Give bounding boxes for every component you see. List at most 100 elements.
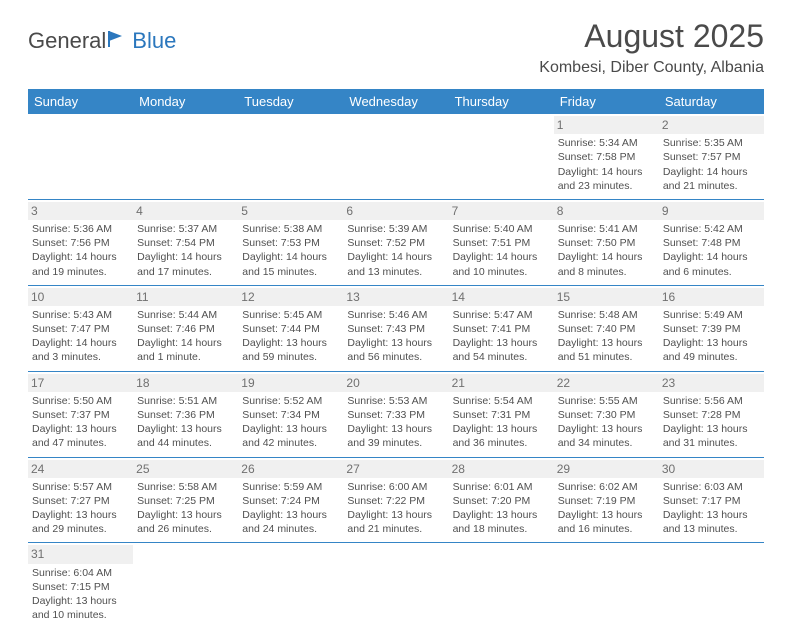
calendar-week-row: 1Sunrise: 5:34 AMSunset: 7:58 PMDaylight… — [28, 114, 764, 199]
cell-line: Daylight: 14 hours — [347, 250, 444, 264]
title-block: August 2025 Kombesi, Diber County, Alban… — [539, 18, 764, 77]
day-header: Friday — [554, 89, 659, 114]
cell-line: Daylight: 13 hours — [347, 336, 444, 350]
day-number: 22 — [554, 374, 659, 392]
day-number: 8 — [554, 202, 659, 220]
cell-line: and 36 minutes. — [453, 436, 550, 450]
month-title: August 2025 — [539, 18, 764, 55]
calendar-cell: 28Sunrise: 6:01 AMSunset: 7:20 PMDayligh… — [449, 457, 554, 543]
cell-line: and 17 minutes. — [137, 265, 234, 279]
cell-line: and 44 minutes. — [137, 436, 234, 450]
calendar-week-row: 3Sunrise: 5:36 AMSunset: 7:56 PMDaylight… — [28, 199, 764, 285]
cell-line: Sunrise: 5:38 AM — [242, 222, 339, 236]
cell-line: Sunset: 7:19 PM — [558, 494, 655, 508]
calendar-cell: 31Sunrise: 6:04 AMSunset: 7:15 PMDayligh… — [28, 543, 133, 628]
cell-line: Daylight: 14 hours — [663, 250, 760, 264]
calendar-cell: 12Sunrise: 5:45 AMSunset: 7:44 PMDayligh… — [238, 285, 343, 371]
cell-line: and 47 minutes. — [32, 436, 129, 450]
day-number: 6 — [343, 202, 448, 220]
day-number: 23 — [659, 374, 764, 392]
day-header: Wednesday — [343, 89, 448, 114]
logo-text-1: General — [28, 28, 106, 54]
cell-line: Daylight: 14 hours — [137, 250, 234, 264]
cell-line: and 13 minutes. — [663, 522, 760, 536]
cell-line: Daylight: 13 hours — [663, 422, 760, 436]
calendar-week-row: 17Sunrise: 5:50 AMSunset: 7:37 PMDayligh… — [28, 371, 764, 457]
calendar-cell — [554, 543, 659, 628]
day-number: 2 — [659, 116, 764, 134]
calendar-cell: 26Sunrise: 5:59 AMSunset: 7:24 PMDayligh… — [238, 457, 343, 543]
cell-line: and 18 minutes. — [453, 522, 550, 536]
calendar-cell — [343, 543, 448, 628]
calendar-week-row: 24Sunrise: 5:57 AMSunset: 7:27 PMDayligh… — [28, 457, 764, 543]
cell-line: Sunset: 7:27 PM — [32, 494, 129, 508]
calendar-cell: 20Sunrise: 5:53 AMSunset: 7:33 PMDayligh… — [343, 371, 448, 457]
cell-line: Sunrise: 6:04 AM — [32, 566, 129, 580]
calendar-cell: 18Sunrise: 5:51 AMSunset: 7:36 PMDayligh… — [133, 371, 238, 457]
calendar-cell: 16Sunrise: 5:49 AMSunset: 7:39 PMDayligh… — [659, 285, 764, 371]
cell-line: Sunrise: 5:51 AM — [137, 394, 234, 408]
location: Kombesi, Diber County, Albania — [539, 59, 764, 77]
cell-line: and 34 minutes. — [558, 436, 655, 450]
day-number: 28 — [449, 460, 554, 478]
cell-line: Sunrise: 5:53 AM — [347, 394, 444, 408]
cell-line: and 6 minutes. — [663, 265, 760, 279]
cell-line: Daylight: 13 hours — [347, 422, 444, 436]
cell-line: Sunrise: 5:35 AM — [663, 136, 760, 150]
cell-line: Sunset: 7:50 PM — [558, 236, 655, 250]
day-number: 24 — [28, 460, 133, 478]
cell-line: Daylight: 14 hours — [242, 250, 339, 264]
cell-line: Daylight: 13 hours — [242, 422, 339, 436]
calendar-cell: 7Sunrise: 5:40 AMSunset: 7:51 PMDaylight… — [449, 199, 554, 285]
calendar-cell: 8Sunrise: 5:41 AMSunset: 7:50 PMDaylight… — [554, 199, 659, 285]
calendar-cell: 30Sunrise: 6:03 AMSunset: 7:17 PMDayligh… — [659, 457, 764, 543]
cell-line: and 26 minutes. — [137, 522, 234, 536]
cell-line: and 51 minutes. — [558, 350, 655, 364]
cell-line: Sunset: 7:47 PM — [32, 322, 129, 336]
cell-line: Sunrise: 5:49 AM — [663, 308, 760, 322]
day-number: 25 — [133, 460, 238, 478]
calendar-cell: 19Sunrise: 5:52 AMSunset: 7:34 PMDayligh… — [238, 371, 343, 457]
calendar-cell: 22Sunrise: 5:55 AMSunset: 7:30 PMDayligh… — [554, 371, 659, 457]
calendar-cell: 13Sunrise: 5:46 AMSunset: 7:43 PMDayligh… — [343, 285, 448, 371]
cell-line: Sunset: 7:31 PM — [453, 408, 550, 422]
cell-line: Sunrise: 5:41 AM — [558, 222, 655, 236]
calendar-cell: 5Sunrise: 5:38 AMSunset: 7:53 PMDaylight… — [238, 199, 343, 285]
cell-line: Sunrise: 5:47 AM — [453, 308, 550, 322]
day-number: 18 — [133, 374, 238, 392]
cell-line: and 10 minutes. — [453, 265, 550, 279]
cell-line: Daylight: 13 hours — [242, 508, 339, 522]
cell-line: and 39 minutes. — [347, 436, 444, 450]
cell-line: Sunrise: 5:52 AM — [242, 394, 339, 408]
cell-line: Daylight: 13 hours — [453, 336, 550, 350]
cell-line: Sunset: 7:52 PM — [347, 236, 444, 250]
calendar-cell — [343, 114, 448, 199]
cell-line: Daylight: 13 hours — [32, 508, 129, 522]
calendar-cell: 9Sunrise: 5:42 AMSunset: 7:48 PMDaylight… — [659, 199, 764, 285]
day-number: 14 — [449, 288, 554, 306]
cell-line: Sunset: 7:48 PM — [663, 236, 760, 250]
cell-line: Sunset: 7:15 PM — [32, 580, 129, 594]
calendar-cell — [449, 543, 554, 628]
cell-line: and 49 minutes. — [663, 350, 760, 364]
calendar-cell — [28, 114, 133, 199]
calendar-cell: 29Sunrise: 6:02 AMSunset: 7:19 PMDayligh… — [554, 457, 659, 543]
cell-line: Sunrise: 5:40 AM — [453, 222, 550, 236]
cell-line: Sunrise: 5:37 AM — [137, 222, 234, 236]
calendar-cell: 25Sunrise: 5:58 AMSunset: 7:25 PMDayligh… — [133, 457, 238, 543]
cell-line: Sunset: 7:44 PM — [242, 322, 339, 336]
cell-line: and 59 minutes. — [242, 350, 339, 364]
cell-line: and 15 minutes. — [242, 265, 339, 279]
day-number: 20 — [343, 374, 448, 392]
cell-line: Daylight: 13 hours — [242, 336, 339, 350]
cell-line: Daylight: 13 hours — [558, 422, 655, 436]
cell-line: Sunrise: 5:34 AM — [558, 136, 655, 150]
day-number: 29 — [554, 460, 659, 478]
cell-line: and 10 minutes. — [32, 608, 129, 622]
cell-line: and 54 minutes. — [453, 350, 550, 364]
day-number: 4 — [133, 202, 238, 220]
cell-line: Sunrise: 5:36 AM — [32, 222, 129, 236]
cell-line: Daylight: 13 hours — [663, 336, 760, 350]
cell-line: Daylight: 14 hours — [137, 336, 234, 350]
cell-line: Sunrise: 5:42 AM — [663, 222, 760, 236]
